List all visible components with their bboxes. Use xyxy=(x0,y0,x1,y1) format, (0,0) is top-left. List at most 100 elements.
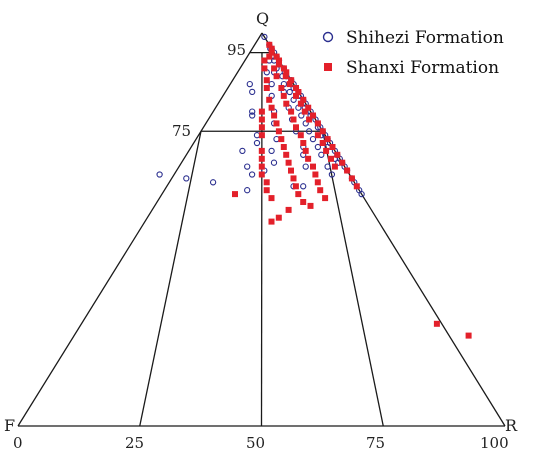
shihezi-point xyxy=(286,88,293,96)
shanxi-point xyxy=(273,73,280,80)
base-tick-label-50: 50 xyxy=(246,434,265,452)
shihezi-point xyxy=(270,159,278,166)
shihezi-point xyxy=(248,171,256,178)
shanxi-point xyxy=(312,171,319,178)
shanxi-point xyxy=(271,112,278,119)
shanxi-point xyxy=(339,159,346,166)
vertex-label-r: R xyxy=(505,416,518,435)
shihezi-point xyxy=(300,183,307,190)
base-tick-label-25: 25 xyxy=(125,434,144,452)
legend-marker-shanxi xyxy=(324,63,332,71)
shihezi-point xyxy=(239,147,246,155)
base-tick-label-0: 0 xyxy=(13,434,23,452)
shanxi-point xyxy=(314,132,321,139)
shanxi-point xyxy=(266,41,273,48)
shanxi-point xyxy=(328,155,334,162)
shanxi-point xyxy=(319,140,326,146)
shanxi-point xyxy=(290,175,297,182)
shanxi-point xyxy=(278,136,285,143)
shanxi-point xyxy=(268,195,275,202)
shihezi-point xyxy=(244,187,251,194)
shanxi-point xyxy=(285,206,292,213)
legend-marker-shihezi xyxy=(322,31,334,43)
shanxi-point xyxy=(297,100,304,107)
shanxi-point xyxy=(300,140,307,146)
shanxi-point xyxy=(275,214,282,221)
legend-label-shanxi: Shanxi Formation xyxy=(346,58,499,78)
shanxi-point xyxy=(300,96,307,103)
shanxi-point xyxy=(306,116,313,123)
ratio-line-75 xyxy=(322,131,384,427)
shanxi-point xyxy=(280,92,287,99)
shanxi-point xyxy=(258,108,265,115)
q-tick-label-75: 75 xyxy=(172,122,191,140)
shihezi-point xyxy=(328,171,336,178)
shanxi-point xyxy=(286,81,293,88)
base-tick-label-100: 100 xyxy=(480,434,509,452)
shanxi-point xyxy=(317,187,324,194)
shihezi-point xyxy=(249,88,256,96)
shihezi-point xyxy=(261,33,268,41)
shanxi-point xyxy=(305,155,312,162)
shanxi-point xyxy=(293,85,299,91)
shanxi-point xyxy=(323,147,330,154)
shanxi-point xyxy=(271,65,278,72)
shanxi-point xyxy=(292,183,299,190)
shanxi-point xyxy=(232,191,238,198)
shanxi-point xyxy=(278,85,285,91)
shihezi-point xyxy=(302,163,309,170)
shanxi-point xyxy=(307,202,314,209)
shanxi-point xyxy=(276,61,282,68)
shihezi-point xyxy=(302,120,309,127)
shanxi-point xyxy=(266,96,273,103)
shanxi-point xyxy=(331,163,338,170)
shanxi-point xyxy=(293,92,299,99)
vertex-label-q: Q xyxy=(256,9,269,28)
shanxi-point xyxy=(258,155,265,162)
shanxi-point xyxy=(348,175,355,182)
shanxi-point xyxy=(266,53,273,60)
shihezi-point xyxy=(183,175,190,182)
triangle-edge-q-f xyxy=(17,32,263,427)
shihezi-point xyxy=(268,147,275,155)
shanxi-point xyxy=(322,195,329,202)
shihezi-point xyxy=(244,163,251,170)
shihezi-point xyxy=(314,143,322,151)
shanxi-point xyxy=(293,124,299,131)
shihezi-point xyxy=(358,190,365,198)
shanxi-point xyxy=(344,167,351,174)
shihezi-point xyxy=(253,139,261,147)
shanxi-point xyxy=(268,218,275,225)
shanxi-point xyxy=(310,112,316,119)
shanxi-point xyxy=(329,144,336,150)
shanxi-point xyxy=(261,57,268,64)
legend-label-shihezi: Shihezi Formation xyxy=(346,28,504,48)
shanxi-point xyxy=(314,120,321,127)
shanxi-point xyxy=(258,163,265,170)
shanxi-point xyxy=(280,144,287,150)
shihezi-point xyxy=(268,80,275,88)
shanxi-point xyxy=(263,77,270,84)
shanxi-point xyxy=(288,108,295,115)
shihezi-point xyxy=(249,108,256,115)
shihezi-point xyxy=(209,179,217,186)
shanxi-point xyxy=(282,73,289,80)
shanxi-point xyxy=(290,116,297,123)
shanxi-point xyxy=(324,136,331,143)
shanxi-point xyxy=(258,147,265,154)
shanxi-point xyxy=(280,65,287,72)
shanxi-point xyxy=(268,104,275,111)
shihezi-point xyxy=(324,163,331,170)
shihezi-point xyxy=(253,132,261,139)
shanxi-point xyxy=(275,128,282,135)
shanxi-point xyxy=(263,179,270,186)
shanxi-point xyxy=(283,151,290,158)
classification-lines xyxy=(139,52,384,427)
shanxi-point xyxy=(268,49,275,56)
base-tick-label-75: 75 xyxy=(366,434,385,452)
shanxi-point xyxy=(305,104,312,111)
shanxi-point xyxy=(273,120,280,127)
shanxi-point xyxy=(314,179,321,186)
shanxi-point xyxy=(295,89,302,95)
